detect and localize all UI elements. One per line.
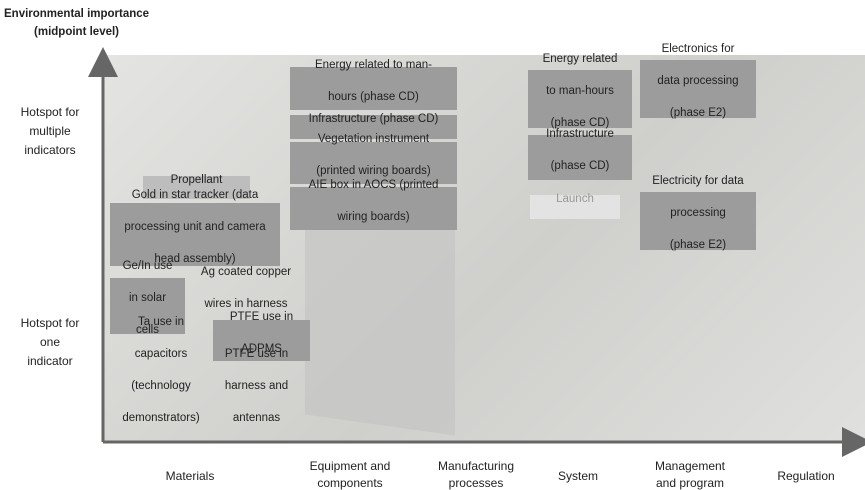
text-line: Hotspot for bbox=[21, 316, 80, 330]
text-line: multiple bbox=[29, 124, 70, 138]
text-line: Ge/In use bbox=[123, 258, 173, 274]
text-line: capacitors bbox=[135, 346, 187, 362]
text-line: Infrastructure (phase CD) bbox=[309, 111, 439, 127]
y-axis-title: Environmental importance(midpoint level) bbox=[4, 5, 149, 41]
text-line: indicator bbox=[27, 354, 72, 368]
text-line: components bbox=[317, 476, 382, 490]
hotspot-box: Launch bbox=[530, 195, 620, 219]
text-line: Infrastructure bbox=[546, 126, 614, 142]
text-line: Environmental importance bbox=[4, 5, 149, 23]
text-line: Electricity for data bbox=[652, 173, 743, 189]
x-category-label: Regulation bbox=[746, 468, 865, 485]
text-line: Gold in star tracker (data bbox=[132, 187, 259, 203]
text-line: antennas bbox=[233, 410, 280, 426]
text-line: PTFE use in bbox=[230, 309, 293, 325]
text-line: Vegetation instrument bbox=[318, 131, 429, 147]
text-line: (phase E2) bbox=[670, 105, 726, 121]
text-line: Materials bbox=[166, 469, 215, 483]
text-line: Hotspot for bbox=[21, 105, 80, 119]
text-line: Management bbox=[655, 459, 725, 473]
y-level-label: Hotspot for one indicator bbox=[0, 314, 100, 371]
text-line: (midpoint level) bbox=[4, 23, 149, 41]
text-line: AIE box in AOCS (printed bbox=[309, 177, 439, 193]
text-line: (phase E2) bbox=[670, 237, 726, 253]
text-line: PTFE use in bbox=[225, 346, 288, 362]
y-level-label: Hotspot for multiple indicators bbox=[0, 103, 100, 160]
text-line: Energy related to man- bbox=[315, 57, 432, 73]
x-category-label: Equipment and components bbox=[290, 458, 410, 490]
text-line: harness and bbox=[225, 378, 288, 394]
text-line: Equipment and bbox=[310, 459, 391, 473]
x-category-label: Materials bbox=[130, 468, 250, 485]
text-line: processes bbox=[449, 476, 504, 490]
text-line: Launch bbox=[556, 191, 594, 207]
text-line: and program bbox=[656, 476, 724, 490]
text-line: demonstrators) bbox=[122, 410, 199, 426]
text-line: wiring boards) bbox=[337, 209, 409, 225]
text-line: hours (phase CD) bbox=[328, 89, 419, 105]
text-line: Regulation bbox=[777, 469, 834, 483]
text-line: in solar bbox=[129, 290, 166, 306]
text-line: Electronics for bbox=[662, 41, 735, 57]
text-line: Manufacturing bbox=[438, 459, 514, 473]
text-line: (technology bbox=[131, 378, 190, 394]
text-line: to man-hours bbox=[546, 83, 614, 99]
text-line: Ag coated copper bbox=[201, 264, 291, 280]
hotspot-box: Energy related to man-hours (phase CD) bbox=[290, 67, 457, 110]
text-line: processing bbox=[670, 205, 726, 221]
text-line: Ta use in bbox=[138, 314, 184, 330]
text-line: data processing bbox=[657, 73, 738, 89]
hotspot-box: Infrastructure(phase CD) bbox=[528, 135, 632, 180]
text-line: indicators bbox=[24, 143, 75, 157]
text-line: Propellant bbox=[171, 172, 223, 188]
x-category-label: Management and program bbox=[630, 458, 750, 490]
text-line: (phase CD) bbox=[551, 158, 610, 174]
text-line: System bbox=[558, 469, 598, 483]
text-line: one bbox=[40, 335, 60, 349]
diagram: Environmental importance(midpoint level)… bbox=[0, 0, 865, 490]
x-category-label: System bbox=[518, 468, 638, 485]
text-line: Energy related bbox=[543, 51, 618, 67]
text-line: processing unit and camera bbox=[124, 219, 265, 235]
